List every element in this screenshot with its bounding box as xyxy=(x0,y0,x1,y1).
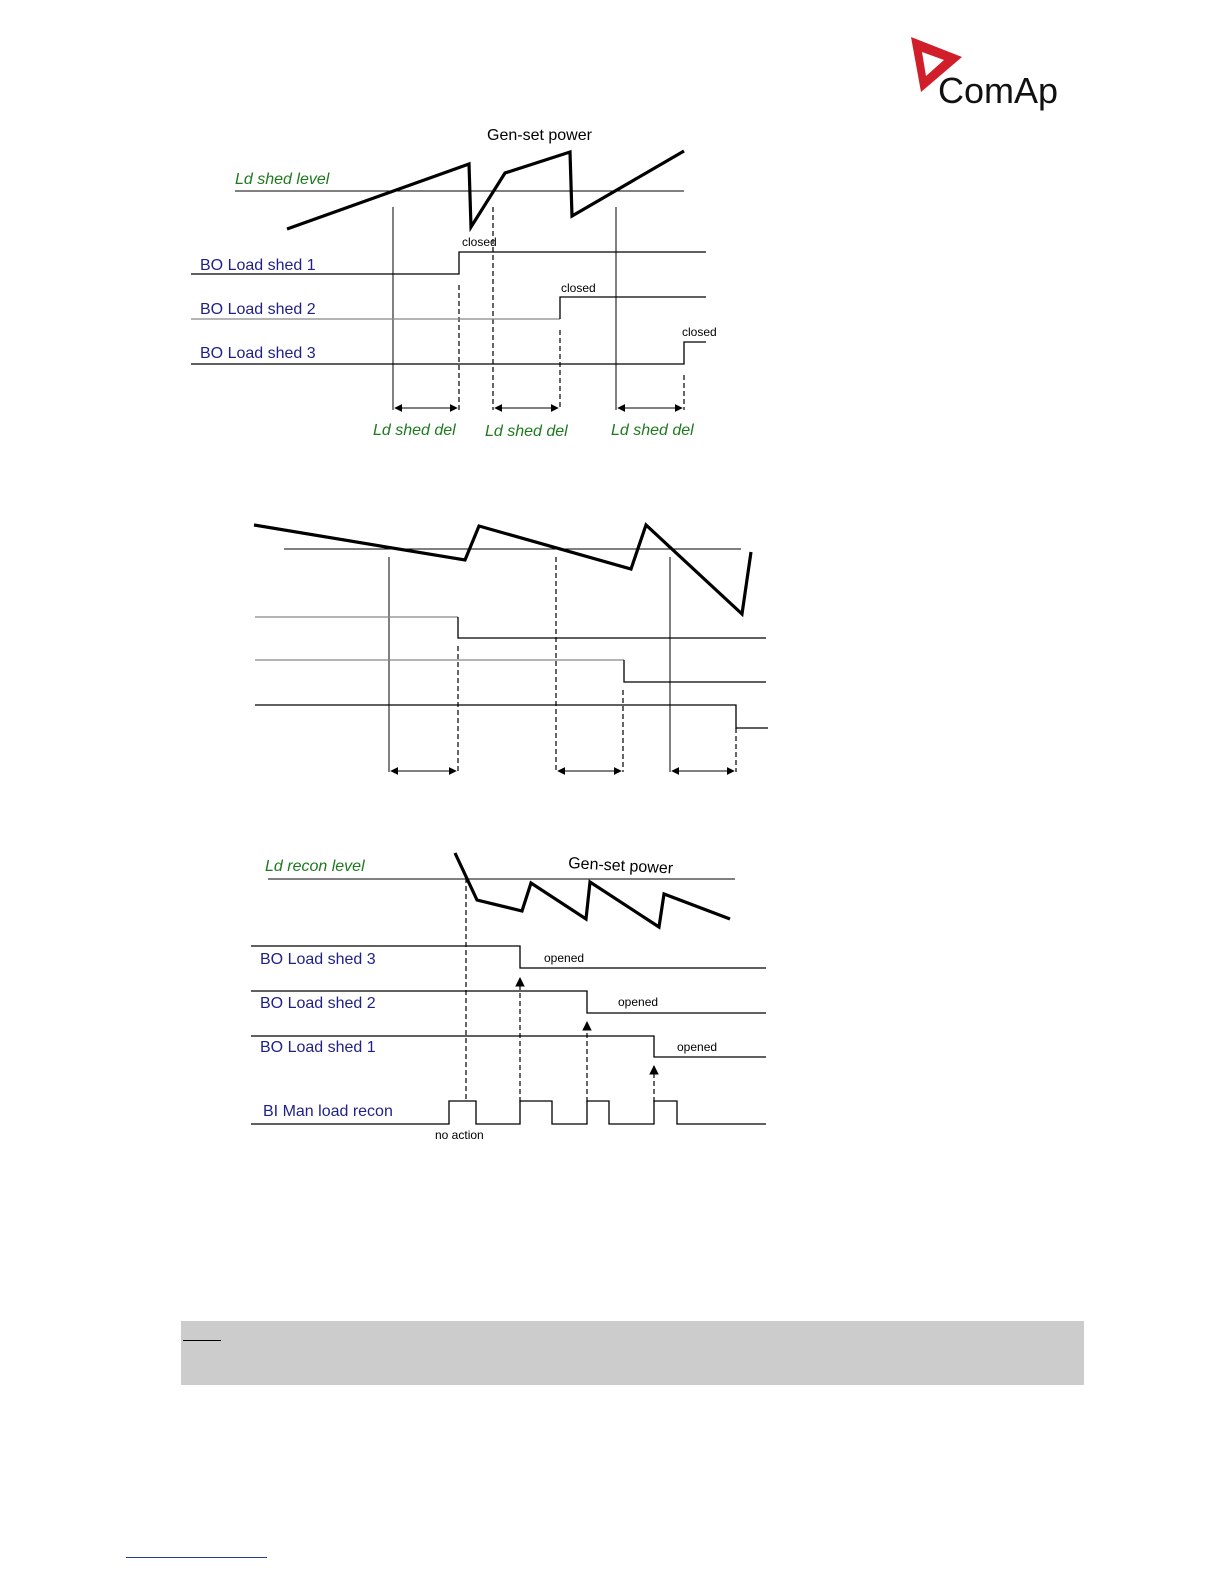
diagram3-signal-label-1: BO Load shed 3 xyxy=(260,951,376,968)
diagram1-state-label-3: closed xyxy=(682,325,717,339)
footer-link-underline[interactable] xyxy=(126,1557,267,1558)
diagram2-power-curve xyxy=(253,522,753,618)
diagram1-signal-line-1 xyxy=(191,251,706,275)
diagram3-input-label: BI Man load recon xyxy=(263,1103,393,1120)
diagram3-state-label-3: opened xyxy=(677,1040,717,1054)
diagram1-signal-label-1: BO Load shed 1 xyxy=(200,257,316,274)
note-marker xyxy=(183,1340,221,1341)
diagram3-title: Gen-set power xyxy=(568,855,674,878)
logo-triangle-icon xyxy=(911,37,962,92)
diagram1-signal-label-2: BO Load shed 2 xyxy=(200,301,316,318)
diagram3-level-label: Ld recon level xyxy=(265,858,365,875)
diagram3-signal-label-3: BO Load shed 1 xyxy=(260,1039,376,1056)
diagram3-state-label-2: opened xyxy=(618,995,658,1009)
diagram-load-shedding: Gen-set power Ld shed level BO Load shed… xyxy=(191,127,717,440)
diagram3-state-label-1: opened xyxy=(544,951,584,965)
diagram1-delay-label-3: Ld shed del xyxy=(611,422,694,439)
diagram3-signal-line-3 xyxy=(251,1035,766,1058)
diagram1-signal-label-3: BO Load shed 3 xyxy=(200,345,316,362)
diagram3-power-curve xyxy=(453,852,731,930)
diagram1-power-curve xyxy=(286,149,685,233)
diagram1-delay-label-1: Ld shed del xyxy=(373,422,456,439)
diagram2-signal-step-1 xyxy=(457,617,766,639)
diagram3-no-action-label: no action xyxy=(435,1128,484,1142)
diagram1-signal-line-3 xyxy=(191,341,706,365)
comap-logo: ComAp xyxy=(911,37,1058,111)
diagram1-title: Gen-set power xyxy=(487,127,593,144)
diagram3-signal-line-1 xyxy=(251,945,766,969)
diagram1-signal-step-2 xyxy=(559,296,706,319)
diagram3-signal-line-2 xyxy=(251,990,766,1014)
diagram1-delay-label-2: Ld shed del xyxy=(485,423,568,440)
note-box xyxy=(181,1321,1084,1385)
diagram-load-shedding-second xyxy=(253,522,768,775)
diagram2-signal-line-3 xyxy=(255,704,768,729)
logo-text: ComAp xyxy=(938,70,1058,111)
diagram2-signal-step-2 xyxy=(623,660,766,683)
diagram-load-reconnection: Gen-set power Ld recon level BO Load she… xyxy=(251,852,766,1142)
diagram1-level-label: Ld shed level xyxy=(235,171,330,188)
diagram3-signal-label-2: BO Load shed 2 xyxy=(260,995,376,1012)
diagram3-input-pulses xyxy=(251,1100,766,1125)
diagram1-state-label-1: closed xyxy=(462,235,497,249)
diagram1-state-label-2: closed xyxy=(561,281,596,295)
